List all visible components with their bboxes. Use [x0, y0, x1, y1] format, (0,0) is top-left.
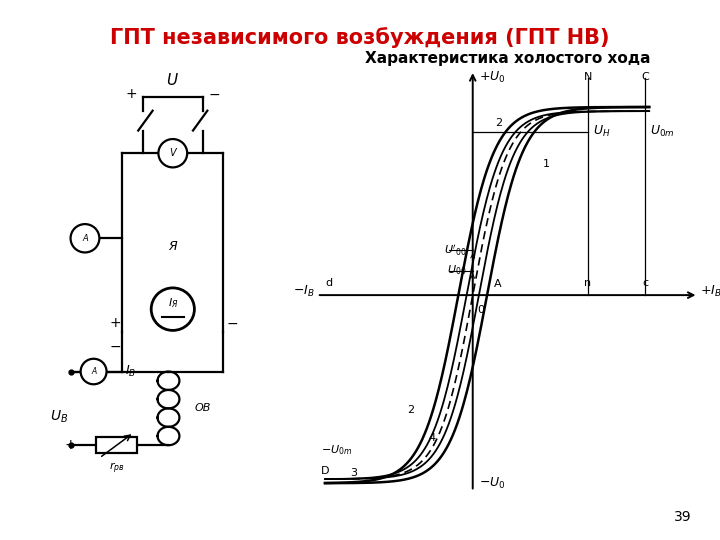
- Text: V: V: [169, 148, 176, 158]
- Text: $U'_{00}$: $U'_{00}$: [444, 243, 467, 258]
- Text: $I_B$: $I_B$: [125, 364, 137, 379]
- Text: 2: 2: [408, 404, 415, 415]
- Text: $U_H$: $U_H$: [593, 124, 610, 139]
- Text: $-U_{0m}$: $-U_{0m}$: [321, 443, 352, 457]
- Text: +: +: [109, 316, 121, 330]
- Circle shape: [151, 288, 194, 330]
- Text: D: D: [321, 466, 330, 476]
- Text: Характеристика холостого хода: Характеристика холостого хода: [365, 51, 650, 66]
- Text: $+I_B$: $+I_B$: [701, 284, 720, 299]
- Text: 0: 0: [477, 305, 484, 315]
- Text: d: d: [325, 278, 333, 288]
- Text: 2: 2: [495, 118, 503, 129]
- Text: $-I_B$: $-I_B$: [293, 284, 315, 299]
- Text: $+U_0$: $+U_0$: [479, 70, 505, 85]
- Text: $U_B$: $U_B$: [50, 409, 68, 425]
- Text: $-$: $-$: [209, 87, 220, 100]
- Text: c: c: [642, 278, 648, 288]
- Text: $U_{00}$: $U_{00}$: [447, 264, 467, 278]
- Circle shape: [158, 139, 187, 167]
- Text: 1: 1: [543, 159, 550, 169]
- Text: A: A: [82, 234, 88, 243]
- Text: +: +: [125, 87, 137, 100]
- Text: N: N: [583, 72, 592, 82]
- Text: $r_{рв}$: $r_{рв}$: [109, 461, 125, 476]
- Text: $I_Я$: $I_Я$: [168, 296, 178, 310]
- Text: $-$: $-$: [226, 316, 238, 330]
- Circle shape: [71, 224, 99, 253]
- Text: $U_{0m}$: $U_{0m}$: [650, 124, 675, 139]
- Text: +: +: [65, 438, 76, 452]
- Bar: [96, 437, 137, 453]
- Text: A: A: [493, 279, 501, 289]
- Text: A: A: [91, 367, 96, 376]
- Text: 39: 39: [674, 510, 691, 524]
- Text: $U$: $U$: [166, 72, 179, 88]
- Text: 3: 3: [350, 468, 357, 478]
- Text: 4: 4: [428, 433, 436, 443]
- Text: $-U_0$: $-U_0$: [479, 476, 505, 491]
- Text: C: C: [642, 72, 649, 82]
- Text: Я: Я: [168, 240, 177, 253]
- Text: ОВ: ОВ: [194, 403, 211, 414]
- Text: ГПТ независимого возбуждения (ГПТ НВ): ГПТ независимого возбуждения (ГПТ НВ): [110, 27, 610, 48]
- Circle shape: [81, 359, 107, 384]
- Text: n: n: [584, 278, 591, 288]
- Text: $-$: $-$: [109, 339, 121, 353]
